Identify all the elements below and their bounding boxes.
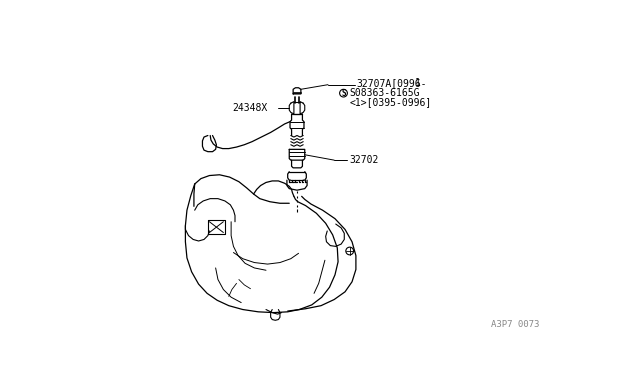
Text: 32702: 32702	[349, 155, 378, 165]
Text: S08363-6165G: S08363-6165G	[349, 88, 420, 98]
Text: 1: 1	[415, 78, 420, 88]
Text: 32707A[0996-: 32707A[0996-	[356, 78, 427, 88]
Text: <1>[0395-0996]: <1>[0395-0996]	[349, 97, 432, 107]
Text: 24348X: 24348X	[232, 103, 267, 113]
Text: A3P7 0073: A3P7 0073	[491, 320, 539, 328]
Text: S: S	[341, 89, 346, 97]
